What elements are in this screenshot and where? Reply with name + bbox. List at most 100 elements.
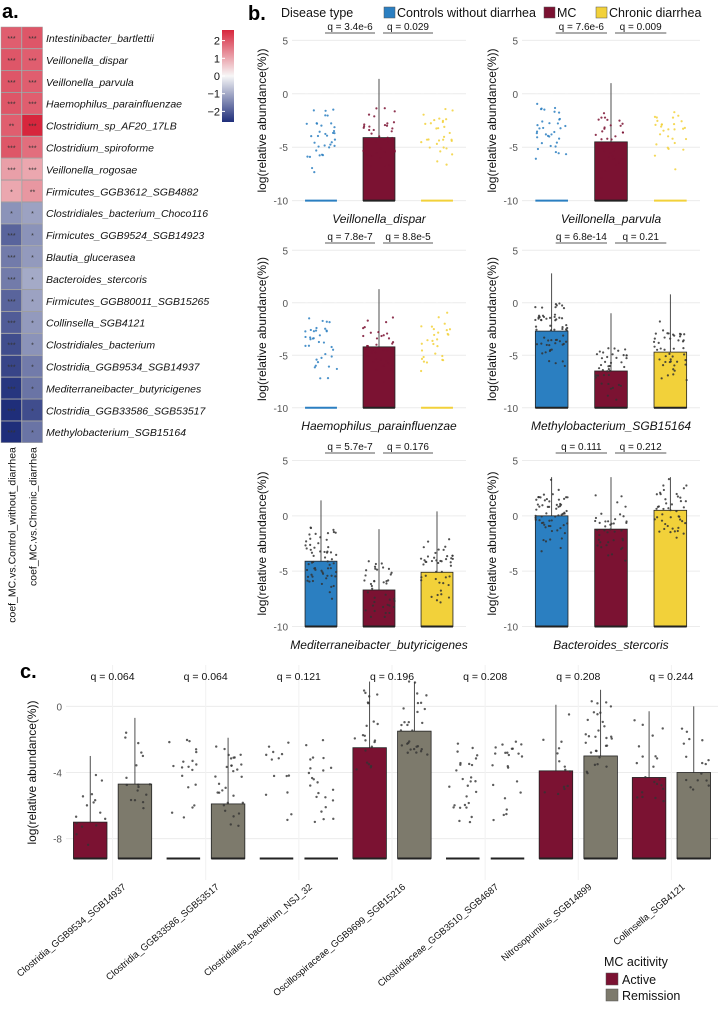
q-value: q = 0.009 xyxy=(620,22,662,33)
data-point xyxy=(560,513,563,516)
data-point xyxy=(564,768,567,771)
data-point xyxy=(671,527,674,530)
data-point xyxy=(654,123,657,127)
data-point xyxy=(415,751,418,754)
data-point xyxy=(385,582,388,585)
data-point xyxy=(332,530,335,534)
data-point xyxy=(565,324,568,327)
data-point xyxy=(448,785,451,788)
data-point xyxy=(606,531,609,534)
data-point xyxy=(353,737,357,740)
y-tick-label: 5 xyxy=(512,36,518,47)
data-point xyxy=(654,332,657,335)
data-point xyxy=(264,793,268,796)
data-point xyxy=(373,740,376,744)
data-point xyxy=(375,343,378,346)
data-point xyxy=(236,768,239,771)
data-point xyxy=(567,713,571,716)
data-point xyxy=(541,306,544,309)
data-point xyxy=(322,817,325,821)
data-point xyxy=(361,733,365,737)
heatmap-star: * xyxy=(31,211,34,218)
data-point xyxy=(306,575,310,578)
heatmap-row-label: Firmicutes_GGB3612_SGB4882 xyxy=(46,186,198,198)
y-tick-label: -10 xyxy=(274,404,289,415)
data-point xyxy=(599,363,603,367)
data-point xyxy=(420,369,423,373)
subplot-title: Bacteroides_stercoris xyxy=(553,638,668,652)
data-point xyxy=(363,579,366,582)
data-point xyxy=(615,163,618,166)
data-point xyxy=(433,556,436,559)
data-point xyxy=(594,133,597,136)
data-point xyxy=(311,756,315,759)
data-point xyxy=(312,330,316,333)
data-point xyxy=(386,332,389,335)
y-tick-label: -5 xyxy=(509,143,518,154)
data-point xyxy=(94,773,98,777)
data-point xyxy=(324,352,327,356)
data-point xyxy=(656,119,659,122)
data-point xyxy=(607,367,610,371)
data-point xyxy=(287,774,291,777)
data-point xyxy=(423,559,426,562)
data-point xyxy=(684,778,688,782)
data-point xyxy=(566,784,569,788)
data-point xyxy=(514,740,518,743)
heatmap-star: * xyxy=(31,255,34,262)
data-point xyxy=(549,478,553,481)
data-point xyxy=(557,488,560,491)
data-point xyxy=(425,361,429,364)
data-point xyxy=(372,128,375,132)
y-axis-label: log(relative abundance(%)) xyxy=(255,48,269,192)
y-axis-label: log(relative abundance(%)) xyxy=(485,257,499,401)
data-point xyxy=(319,550,322,553)
heatmap-cell xyxy=(21,289,43,312)
data-point xyxy=(232,815,235,818)
data-point xyxy=(411,729,414,732)
heatmap-row-label: Mediterraneibacter_butyricigenes xyxy=(46,383,202,395)
data-point xyxy=(661,364,665,367)
data-point xyxy=(369,331,372,334)
data-point xyxy=(540,521,544,525)
data-point xyxy=(602,374,606,377)
data-point xyxy=(224,786,227,790)
data-point xyxy=(538,519,541,522)
data-point xyxy=(681,519,684,523)
data-point xyxy=(474,780,477,783)
data-point xyxy=(137,785,140,789)
data-point xyxy=(544,133,547,136)
heatmap-star: *** xyxy=(28,102,36,109)
heatmap-panel: *** *** Intestinibacter_bartlettii*** *** Ve… xyxy=(0,26,234,623)
data-point xyxy=(655,507,658,510)
data-point xyxy=(191,759,194,763)
heatmap-cell xyxy=(21,48,43,71)
data-point xyxy=(658,530,661,533)
data-point xyxy=(439,150,442,153)
y-tick-label: -10 xyxy=(274,622,289,633)
data-point xyxy=(467,801,470,805)
data-point xyxy=(658,358,661,361)
data-point xyxy=(180,766,184,769)
data-point xyxy=(365,145,368,148)
data-point xyxy=(558,504,562,508)
data-point xyxy=(534,157,537,160)
data-point xyxy=(321,571,324,574)
data-point xyxy=(314,329,318,332)
heatmap-cell xyxy=(21,377,43,400)
data-point xyxy=(553,106,557,110)
data-point xyxy=(560,740,563,743)
heatmap-cell xyxy=(21,267,43,290)
data-point xyxy=(376,693,379,696)
data-point xyxy=(600,177,603,180)
data-point xyxy=(615,356,618,359)
data-point xyxy=(565,340,568,343)
data-point xyxy=(447,583,450,587)
data-point xyxy=(594,376,597,379)
data-point xyxy=(618,119,621,122)
data-point xyxy=(667,478,671,481)
data-point xyxy=(603,360,607,363)
data-point xyxy=(368,128,371,132)
y-tick-label: 5 xyxy=(282,246,288,257)
